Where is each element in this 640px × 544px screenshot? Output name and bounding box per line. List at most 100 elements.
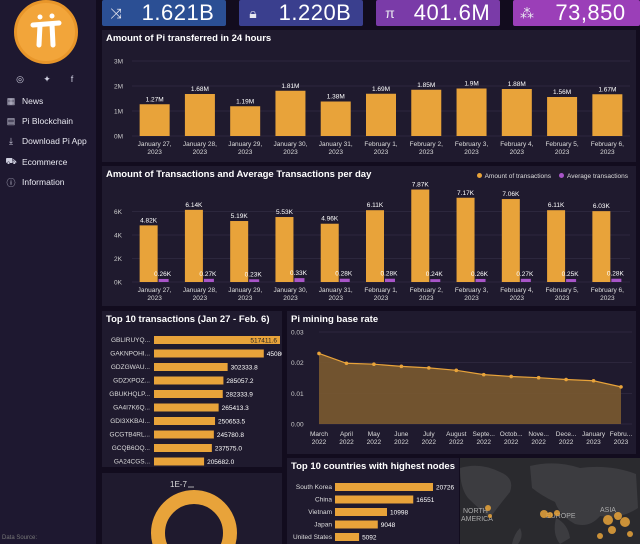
- kpi-card-transferred: ⤨ 1.621B: [102, 0, 226, 26]
- map-marker[interactable]: [608, 526, 616, 534]
- bar: [335, 483, 433, 491]
- map-marker[interactable]: [547, 512, 553, 518]
- map-marker[interactable]: [614, 512, 622, 520]
- x-tick-label: January 27,: [138, 141, 172, 148]
- bar: [501, 89, 532, 136]
- map-marker[interactable]: [488, 514, 492, 518]
- y-tick-label: 2K: [114, 256, 123, 263]
- x-tick-label: 2023: [147, 149, 162, 156]
- data-label: 1.19M: [236, 98, 254, 105]
- x-tick-label: January 28,: [183, 287, 217, 294]
- top-transactions-chart: GBLIRUYQ... 517411.6 GAKNPOHI... 450800.2 GD…: [109, 336, 282, 466]
- x-tick-label: 2023: [328, 295, 343, 302]
- data-label-average: 0.26K: [471, 271, 489, 278]
- legend-item-amount: Amount of transactions: [476, 173, 552, 180]
- x-tick-label: June: [394, 431, 408, 438]
- bar-amount: [592, 211, 611, 282]
- nodes-icon: ⁂: [520, 4, 534, 21]
- bar: [154, 457, 205, 466]
- pi-logo[interactable]: [14, 0, 78, 64]
- x-tick-label: 2022: [312, 439, 327, 446]
- nav-pi-blockchain[interactable]: ▤ Pi Blockchain: [0, 111, 96, 131]
- x-tick-label: 2022: [504, 439, 519, 446]
- map-marker[interactable]: [627, 531, 633, 537]
- bar-amount: [275, 217, 294, 282]
- bar: [335, 508, 388, 516]
- y-tick-label: 4K: [114, 233, 123, 240]
- x-tick-label: 2023: [419, 149, 434, 156]
- x-tick-label: 2023: [419, 295, 434, 302]
- nav-news-label: News: [22, 96, 44, 106]
- nav-information[interactable]: ⓘ Information: [0, 172, 96, 192]
- data-label: 282333.9: [226, 392, 253, 399]
- data-label-amount: 7.87K: [412, 182, 430, 189]
- data-label-amount: 6.11K: [548, 202, 565, 209]
- twitter-icon[interactable]: ✦: [43, 74, 51, 84]
- donut-panel: 1E-7: [102, 473, 282, 544]
- data-label-amount: 4.82K: [140, 217, 158, 224]
- x-tick-label: January 30,: [273, 287, 307, 294]
- map-marker[interactable]: [554, 510, 560, 516]
- x-tick-label: March: [310, 431, 328, 438]
- world-map[interactable]: NORTH AMERICA EUROPE ASIA: [460, 458, 640, 544]
- data-label-average: 0.28K: [607, 271, 625, 278]
- data-point: [427, 366, 431, 370]
- bar: [139, 104, 170, 136]
- map-marker[interactable]: [485, 505, 491, 511]
- x-tick-label: Octob...: [500, 431, 523, 438]
- x-tick-label: 2023: [555, 295, 570, 302]
- legend-label-amount: Amount of transactions: [484, 173, 552, 180]
- data-label: 245780.8: [217, 432, 244, 439]
- bar-category-label: Vietnam: [308, 509, 332, 516]
- data-point: [619, 385, 623, 389]
- data-label-amount: 4.96K: [321, 216, 339, 223]
- bar: [154, 403, 219, 412]
- pi-icon: π: [385, 5, 395, 21]
- kpi-card-nodes: ⁂ 73,850: [513, 0, 640, 26]
- map-marker[interactable]: [597, 533, 603, 539]
- x-tick-label: February 5,: [545, 141, 578, 148]
- data-label: 9048: [381, 522, 396, 529]
- bar-average: [158, 278, 169, 282]
- map-marker[interactable]: [603, 515, 613, 525]
- pi-transferred-panel: Amount of Pi transferred in 24 hours 0M 1…: [102, 30, 636, 162]
- bar-category-label: GBLIRUYQ...: [111, 337, 150, 344]
- bar-category-label: GA24CGS...: [114, 459, 150, 466]
- data-label: 1.67M: [598, 86, 616, 93]
- x-tick-label: February 3,: [455, 141, 488, 148]
- instagram-icon[interactable]: ◎: [16, 74, 24, 84]
- data-label: 1.38M: [327, 94, 345, 101]
- x-tick-label: 2022: [339, 439, 354, 446]
- bar-category-label: GCGTB4RL...: [110, 432, 151, 439]
- data-label: 265413.3: [222, 405, 249, 412]
- x-tick-label: January 29,: [228, 141, 262, 148]
- kpi-value: 401.6M: [413, 0, 491, 25]
- bar: [154, 363, 228, 371]
- data-label: 20726: [436, 485, 454, 492]
- nav-news[interactable]: ▦ News: [0, 91, 96, 111]
- pi-transferred-title: Amount of Pi transferred in 24 hours: [106, 33, 272, 44]
- data-label-average: 0.28K: [335, 271, 353, 278]
- facebook-icon[interactable]: f: [70, 74, 74, 84]
- nav-download-pi-app[interactable]: ⤓ Download Pi App: [0, 131, 96, 151]
- bar: [275, 90, 306, 136]
- x-tick-label: 2023: [510, 149, 525, 156]
- nav-ecommerce[interactable]: ⛟ Ecommerce: [0, 152, 96, 172]
- data-point: [372, 362, 376, 366]
- bar-category-label: Japan: [314, 522, 332, 529]
- bar-category-label: GCQB6OQ...: [112, 445, 150, 452]
- map-marker[interactable]: [540, 510, 548, 518]
- x-tick-label: 2023: [283, 295, 298, 302]
- data-source-label: Data Source:: [2, 535, 38, 541]
- y-tick-label: 0.01: [291, 391, 304, 398]
- x-tick-label: 2023: [510, 295, 525, 302]
- map-label-europe: EUROPE: [546, 513, 576, 520]
- shuffle-icon: ⤨: [110, 4, 122, 21]
- area-fill: [319, 353, 621, 424]
- map-marker[interactable]: [620, 517, 630, 527]
- x-tick-label: 2023: [193, 149, 208, 156]
- bar-category-label: GDZXPOZ...: [113, 378, 150, 385]
- x-tick-label: 2022: [476, 439, 491, 446]
- data-label-amount: 6.03K: [593, 203, 611, 210]
